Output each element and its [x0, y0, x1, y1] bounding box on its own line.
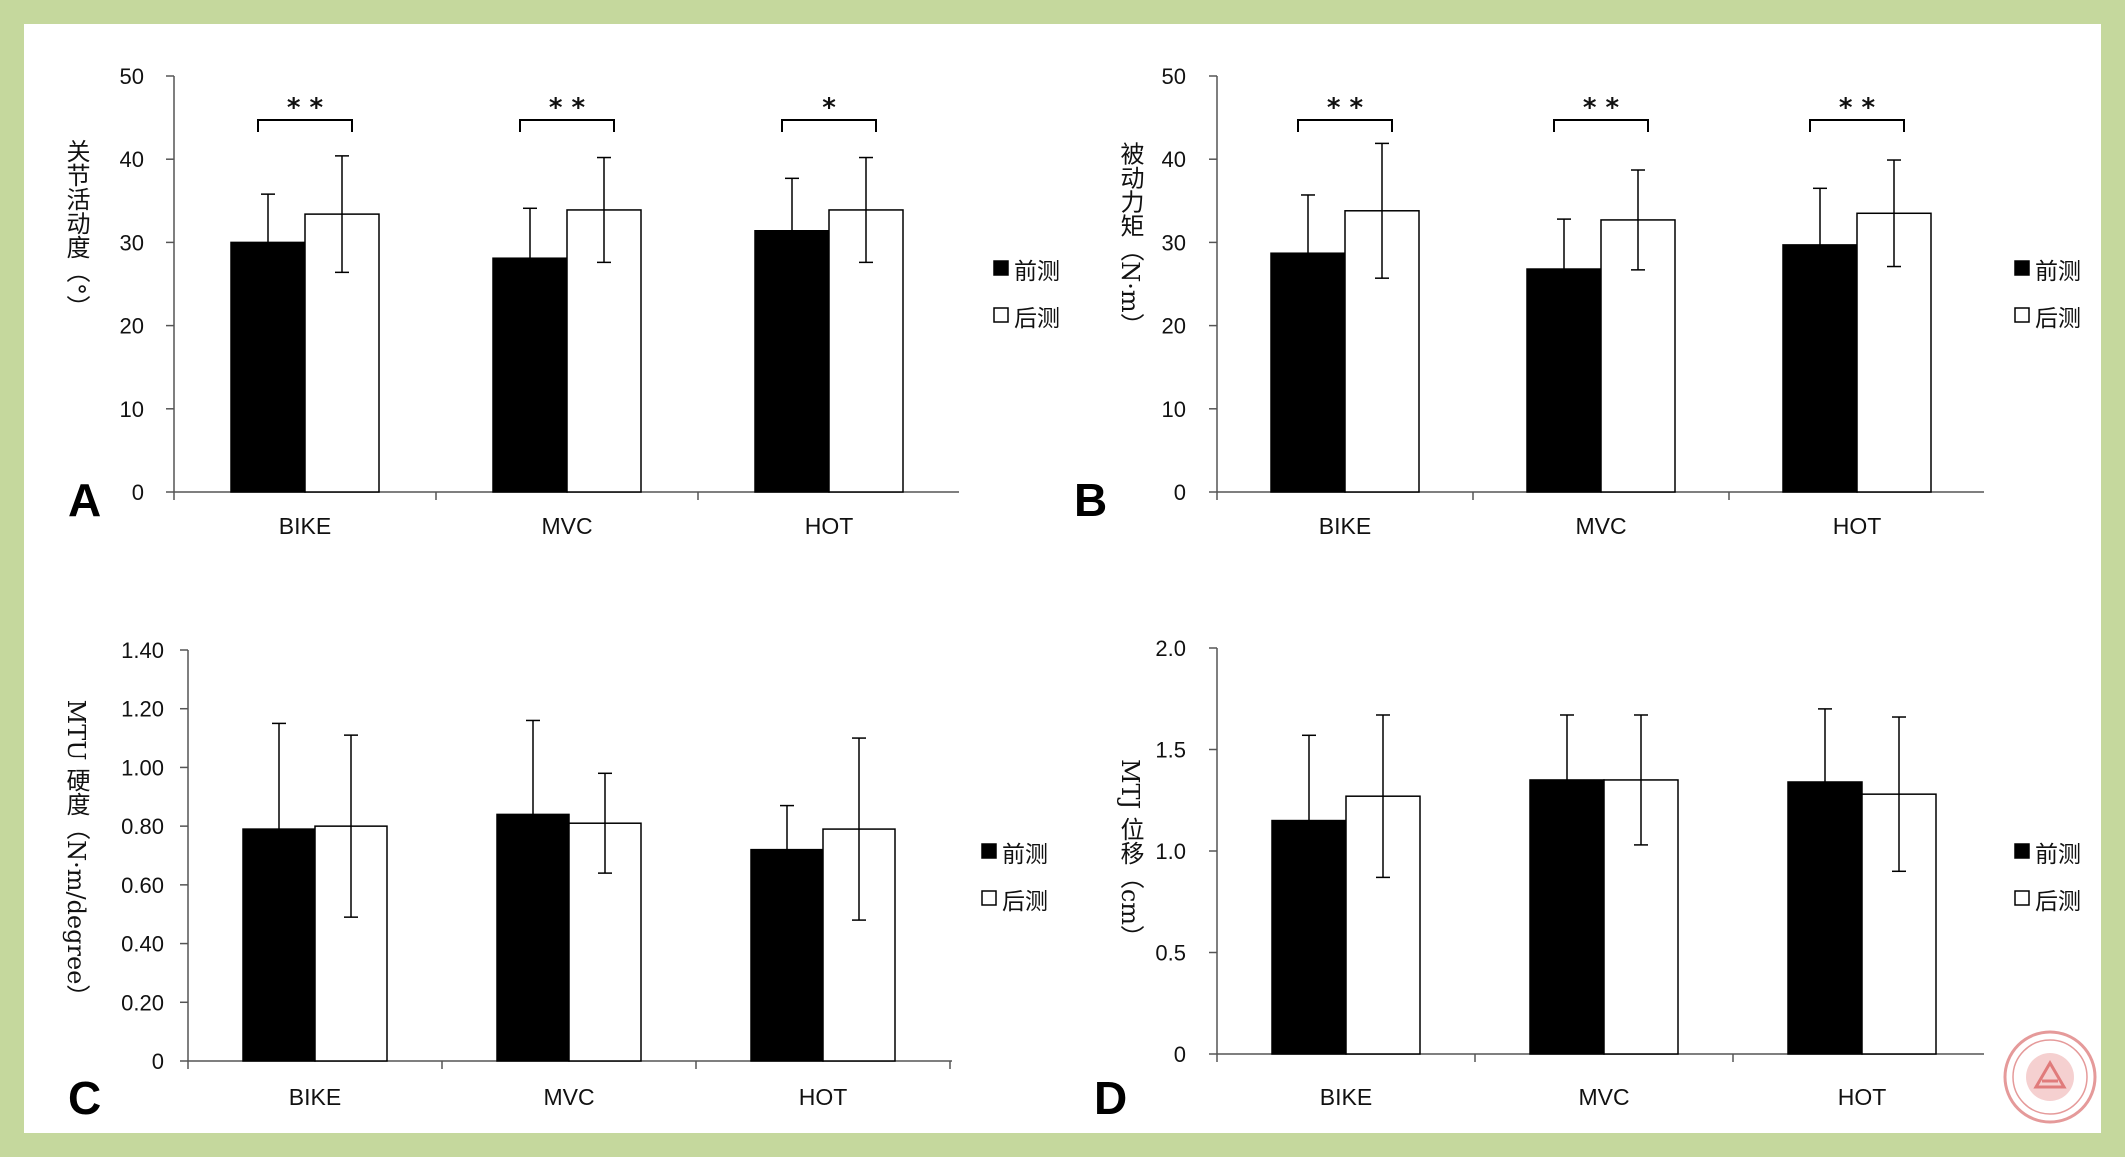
y-axis-label: 被动力矩（N·m）: [1116, 141, 1144, 336]
significance-marker: * *: [1583, 93, 1620, 123]
significance-marker: * *: [1839, 93, 1876, 123]
y-axis-label: 关节活动度（°）: [62, 139, 90, 319]
y-tick-label: 50: [1162, 64, 1186, 89]
legend-label-pre: 前测: [2035, 259, 2081, 285]
y-tick-label: 50: [120, 64, 144, 89]
y-tick-label: 30: [120, 230, 144, 255]
significance-bracket: [781, 119, 877, 132]
panel-letter: C: [68, 1072, 101, 1124]
y-tick-label: 10: [1162, 397, 1186, 422]
y-tick-label: 30: [1162, 230, 1186, 255]
y-tick-label: 0: [132, 480, 144, 505]
legend-swatch-post: [2014, 307, 2030, 323]
legend-swatch-post: [993, 307, 1009, 323]
significance-marker: * *: [549, 93, 586, 123]
chart-svg-a: 0 10 20 30 40 50 BIKE * * MVC * * HOT * 关节活动度（°） A 前测后…: [62, 64, 1060, 539]
category-label: BIKE: [1319, 513, 1371, 539]
category-label: MVC: [541, 513, 592, 539]
legend-label-post: 后测: [2035, 306, 2081, 332]
significance-bracket: [519, 119, 615, 132]
y-tick-label: 0.60: [121, 873, 164, 898]
significance-marker: * *: [287, 93, 324, 123]
chart-panel-d: 0 0.5 1.0 1.5 2.0 BIKE MVC HOT MTJ 位移（cm） D 前测后测: [1064, 574, 2101, 1133]
y-tick-label: 0.80: [121, 814, 164, 839]
category-label: HOT: [805, 513, 854, 539]
panel-letter: B: [1074, 474, 1107, 526]
y-tick-label: 1.40: [121, 638, 164, 663]
legend-label-pre: 前测: [1014, 259, 1060, 285]
panel-letter: A: [68, 474, 101, 526]
y-tick-label: 20: [1162, 314, 1186, 339]
y-tick-label: 10: [120, 397, 144, 422]
y-axis-label: MTU 硬度（N·m/degree）: [62, 700, 90, 1009]
chart-svg-c: 0 0.20 0.40 0.60 0.80 1.00 1.20 1.40 BIKE MVC HOT M…: [62, 638, 1048, 1124]
significance-marker: * *: [1327, 93, 1364, 123]
chart-panel-b: 0 10 20 30 40 50 BIKE * * MVC * * HOT * * 被动力矩（N·m） B…: [1064, 24, 2101, 574]
category-label: BIKE: [279, 513, 331, 539]
legend-label-post: 后测: [1002, 889, 1048, 915]
chart-svg-b: 0 10 20 30 40 50 BIKE * * MVC * * HOT * * 被动力矩（N·m） B…: [1074, 64, 2081, 539]
legend-swatch-pre: [2014, 260, 2030, 276]
category-label: MVC: [543, 1084, 594, 1110]
chart-panel-c: 0 0.20 0.40 0.60 0.80 1.00 1.20 1.40 BIKE MVC HOT M…: [24, 574, 1064, 1133]
y-tick-label: 40: [1162, 147, 1186, 172]
category-label: HOT: [799, 1084, 848, 1110]
significance-bracket: [1809, 119, 1905, 132]
chart-panel-a: 0 10 20 30 40 50 BIKE * * MVC * * HOT * 关节活动度（°） A 前测后…: [24, 24, 1064, 574]
y-tick-label: 40: [120, 147, 144, 172]
legend-label-pre: 前测: [1002, 842, 1048, 868]
y-tick-label: 1.5: [1155, 738, 1186, 763]
y-tick-label: 0: [1174, 1042, 1186, 1067]
y-tick-label: 0: [1174, 480, 1186, 505]
category-label: HOT: [1833, 513, 1882, 539]
university-seal-icon: [2003, 1030, 2097, 1124]
y-axis-label: MTJ 位移（cm）: [1116, 759, 1144, 949]
category-label: MVC: [1575, 513, 1626, 539]
y-tick-label: 1.00: [121, 755, 164, 780]
y-tick-label: 20: [120, 314, 144, 339]
y-tick-label: 0.20: [121, 990, 164, 1015]
significance-marker: *: [822, 93, 836, 123]
significance-bracket: [1297, 119, 1393, 132]
category-label: MVC: [1578, 1084, 1629, 1110]
legend-swatch-post: [981, 890, 997, 906]
y-tick-label: 1.20: [121, 697, 164, 722]
legend-swatch-pre: [2014, 843, 2030, 859]
legend-swatch-pre: [981, 843, 997, 859]
legend-label-post: 后测: [2035, 889, 2081, 915]
legend-label-post: 后测: [1014, 306, 1060, 332]
y-tick-label: 0.5: [1155, 941, 1186, 966]
figure-frame: 0 10 20 30 40 50 BIKE * * MVC * * HOT * 关节活动度（°） A 前测后…: [24, 24, 2101, 1133]
y-tick-label: 0: [152, 1049, 164, 1074]
significance-bracket: [1553, 119, 1649, 132]
legend-label-pre: 前测: [2035, 842, 2081, 868]
category-label: BIKE: [289, 1084, 341, 1110]
y-tick-label: 1.0: [1155, 839, 1186, 864]
significance-bracket: [257, 119, 353, 132]
legend-swatch-post: [2014, 890, 2030, 906]
y-tick-label: 2.0: [1155, 636, 1186, 661]
legend-swatch-pre: [993, 260, 1009, 276]
y-tick-label: 0.40: [121, 932, 164, 957]
panel-letter: D: [1094, 1072, 1127, 1124]
category-label: HOT: [1838, 1084, 1887, 1110]
category-label: BIKE: [1320, 1084, 1372, 1110]
